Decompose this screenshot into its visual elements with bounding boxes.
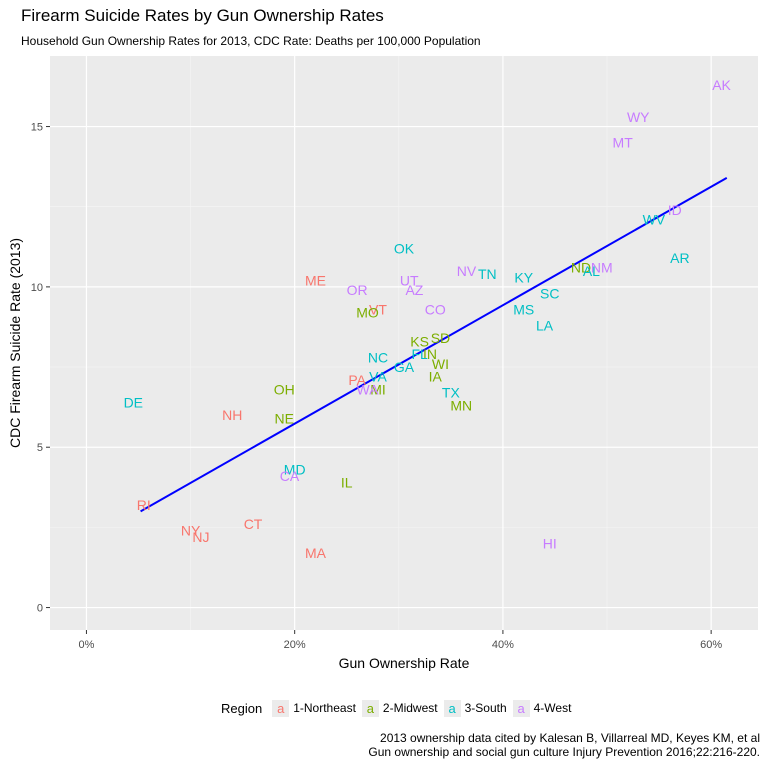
legend-item-northeast: a 1-Northeast bbox=[272, 699, 356, 717]
point-label-pa: PA bbox=[348, 372, 366, 388]
point-label-nv: NV bbox=[457, 263, 477, 279]
point-label-hi: HI bbox=[543, 535, 557, 551]
x-tick-label: 40% bbox=[492, 639, 514, 651]
point-label-wv: WV bbox=[643, 212, 666, 228]
point-label-sd: SD bbox=[431, 330, 450, 346]
point-label-tn: TN bbox=[478, 266, 497, 282]
point-label-nd: ND bbox=[571, 260, 591, 276]
point-label-wa: WA bbox=[357, 381, 380, 397]
legend-label-northeast: 1-Northeast bbox=[293, 701, 356, 715]
point-label-nj: NJ bbox=[192, 529, 209, 545]
point-label-nc: NC bbox=[368, 349, 388, 365]
point-label-nh: NH bbox=[222, 407, 242, 423]
point-label-ok: OK bbox=[394, 240, 415, 256]
chart-subtitle: Household Gun Ownership Rates for 2013, … bbox=[21, 34, 481, 48]
point-label-ut: UT bbox=[400, 272, 419, 288]
point-label-md: MD bbox=[284, 462, 306, 478]
point-label-mo: MO bbox=[356, 305, 379, 321]
point-label-ri: RI bbox=[137, 497, 151, 513]
x-tick-label: 0% bbox=[78, 639, 94, 651]
point-label-oh: OH bbox=[274, 381, 295, 397]
point-label-ga: GA bbox=[394, 359, 415, 375]
point-label-al: AL bbox=[583, 263, 600, 279]
point-label-il: IL bbox=[341, 474, 353, 490]
point-label-co: CO bbox=[425, 301, 446, 317]
point-label-ks: KS bbox=[410, 333, 429, 349]
point-label-wy: WY bbox=[627, 109, 650, 125]
legend-key-west: a bbox=[512, 699, 530, 717]
point-label-vt: VT bbox=[369, 301, 387, 317]
point-label-mi: MI bbox=[370, 381, 386, 397]
legend-key-midwest: a bbox=[361, 699, 379, 717]
y-tick-label: 5 bbox=[37, 442, 43, 454]
point-label-ny: NY bbox=[181, 523, 201, 539]
point-label-in: IN bbox=[423, 346, 437, 362]
scatter-chart: 0% 20% 40% 60% 0 5 10 15 Gun Ownership Rate CDC F… bbox=[7, 56, 758, 671]
y-axis-title: CDC Firearm Suicide Rate (2013) bbox=[7, 238, 23, 448]
legend-label-south: 3-South bbox=[464, 701, 507, 715]
point-label-ne: NE bbox=[275, 410, 294, 426]
legend-title: Region bbox=[221, 700, 263, 716]
legend-item-midwest: a 2-Midwest bbox=[361, 699, 438, 717]
caption-line-2: Gun ownership and social gun culture Inj… bbox=[368, 745, 760, 759]
legend-label-west: 4-West bbox=[533, 701, 572, 715]
y-tick-label: 15 bbox=[31, 122, 43, 134]
point-label-ca: CA bbox=[280, 468, 300, 484]
y-tick-label: 10 bbox=[31, 282, 43, 294]
caption-line-1: 2013 ownership data cited by Kalesan B, … bbox=[380, 731, 760, 745]
point-label-or: OR bbox=[347, 282, 368, 298]
x-tick-label: 60% bbox=[700, 639, 722, 651]
point-label-mn: MN bbox=[450, 398, 472, 414]
point-label-de: DE bbox=[124, 394, 143, 410]
point-label-nm: NM bbox=[591, 260, 613, 276]
legend-key-northeast: a bbox=[272, 699, 290, 717]
point-label-ct: CT bbox=[244, 516, 263, 532]
point-label-wi: WI bbox=[432, 356, 449, 372]
point-label-ak: AK bbox=[712, 77, 731, 93]
legend-item-west: a 4-West bbox=[512, 699, 572, 717]
trend-line bbox=[140, 176, 728, 513]
x-tick-label: 20% bbox=[284, 639, 306, 651]
legend-key-south: a bbox=[443, 699, 461, 717]
plot-panel bbox=[50, 56, 758, 630]
point-label-va: VA bbox=[369, 369, 387, 385]
point-label-ma: MA bbox=[305, 545, 327, 561]
point-label-ia: IA bbox=[429, 369, 443, 385]
point-label-sc: SC bbox=[540, 285, 559, 301]
point-label-fl: FL bbox=[411, 346, 428, 362]
point-label-az: AZ bbox=[405, 282, 423, 298]
point-label-ky: KY bbox=[514, 269, 533, 285]
legend-item-south: a 3-South bbox=[443, 699, 507, 717]
point-label-la: LA bbox=[536, 317, 554, 333]
point-label-me: ME bbox=[305, 272, 326, 288]
point-label-ms: MS bbox=[513, 301, 534, 317]
y-tick-label: 0 bbox=[37, 603, 43, 615]
legend: Region a 1-Northeast a 2-Midwest a 3-Sou… bbox=[221, 698, 577, 718]
caption: 2013 ownership data cited by Kalesan B, … bbox=[368, 731, 760, 759]
chart-title: Firearm Suicide Rates by Gun Ownership R… bbox=[21, 6, 384, 25]
point-label-ar: AR bbox=[670, 250, 689, 266]
point-label-mt: MT bbox=[613, 135, 634, 151]
point-label-id: ID bbox=[668, 202, 682, 218]
x-axis-title: Gun Ownership Rate bbox=[339, 655, 470, 671]
point-label-tx: TX bbox=[442, 385, 461, 401]
legend-label-midwest: 2-Midwest bbox=[382, 701, 438, 715]
